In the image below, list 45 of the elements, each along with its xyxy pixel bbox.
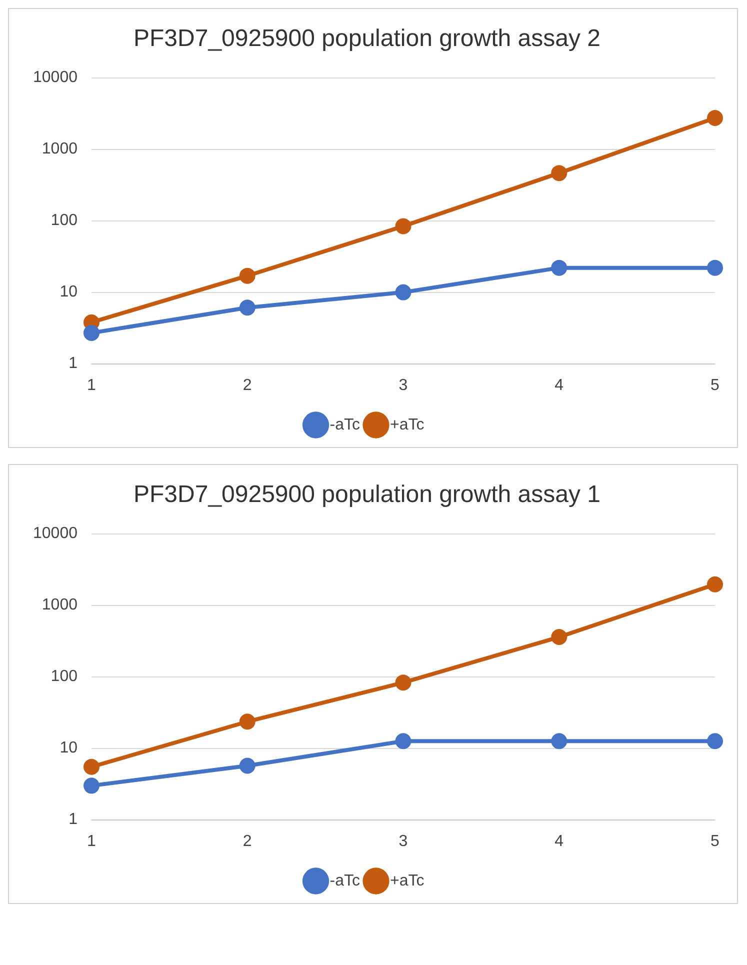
y-tick-label: 10000: [32, 525, 78, 542]
point: [395, 284, 412, 300]
point: [395, 674, 412, 691]
x-tick-label: 1: [87, 832, 96, 850]
y-tick-label: 100: [50, 668, 78, 686]
y-tick-label: 10000: [32, 69, 78, 86]
point: [83, 324, 100, 341]
legend-label: -aTc: [330, 872, 360, 890]
y-tick-label: 1: [68, 811, 78, 828]
x-tick-label: 4: [554, 832, 564, 850]
point: [239, 714, 256, 730]
point: [551, 260, 568, 276]
legend-label: +aTc: [390, 872, 424, 890]
y-tick-label: 10: [60, 284, 78, 301]
point: [239, 300, 256, 316]
y-tick-label: 1000: [42, 140, 78, 158]
x-tick-label: 5: [710, 376, 720, 394]
x-tick-label: 1: [87, 376, 96, 394]
x-tick-label: 3: [398, 376, 408, 394]
legend-label: -aTc: [330, 416, 360, 434]
point: [707, 733, 723, 750]
point: [707, 110, 723, 126]
x-tick-label: 2: [242, 376, 252, 394]
point: [395, 218, 412, 234]
x-tick-label: 3: [398, 832, 408, 850]
y-tick-label: 10: [60, 740, 78, 757]
chart-title: PF3D7_0925900 population growth assay 1: [134, 481, 600, 508]
chart-title: PF3D7_0925900 population growth assay 2: [134, 25, 600, 52]
point: [83, 758, 100, 775]
point: [551, 733, 568, 750]
point: [239, 268, 256, 284]
point: [707, 576, 723, 592]
y-tick-label: 1: [68, 355, 78, 372]
y-tick-label: 1000: [42, 596, 78, 614]
point: [551, 165, 568, 182]
point: [83, 778, 100, 794]
point: [239, 758, 256, 774]
point: [707, 260, 723, 276]
y-tick-label: 100: [50, 212, 78, 230]
point: [395, 733, 412, 750]
legend-label: +aTc: [390, 416, 424, 434]
x-tick-label: 2: [242, 832, 252, 850]
x-tick-label: 5: [710, 832, 720, 850]
point: [551, 629, 568, 646]
x-tick-label: 4: [554, 376, 564, 394]
